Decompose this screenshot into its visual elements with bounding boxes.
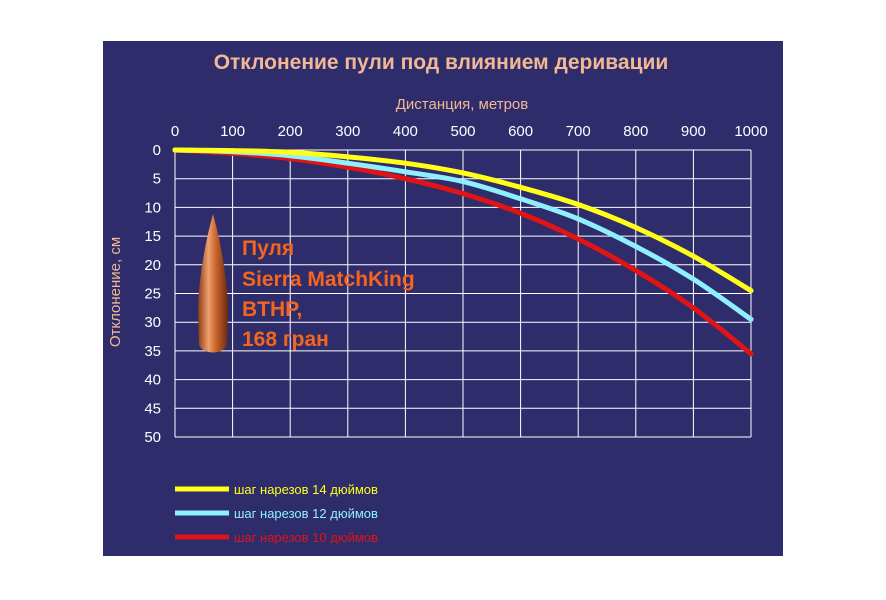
x-tick-label: 800	[623, 123, 648, 140]
y-tick-label: 10	[144, 199, 161, 216]
x-tick-labels: 0 100 200 300 400 500 600 700 800 900 1000	[171, 123, 768, 140]
data-point	[633, 268, 639, 274]
x-tick-label: 500	[450, 123, 475, 140]
data-point	[345, 164, 351, 170]
data-point	[748, 316, 754, 322]
series-line	[172, 147, 754, 357]
data-point	[690, 305, 696, 311]
data-point	[402, 169, 408, 175]
data-point	[748, 288, 754, 294]
data-point	[690, 253, 696, 259]
data-point	[172, 147, 178, 153]
data-point	[633, 224, 639, 230]
derivation-chart: Отклонение пули под влиянием деривации Д…	[107, 51, 768, 545]
data-point	[402, 176, 408, 182]
x-tick-label: 200	[278, 123, 303, 140]
y-tick-label: 50	[144, 429, 161, 446]
data-point	[575, 236, 581, 242]
annotation-line-2: Sierra MatchKing	[242, 268, 415, 291]
annotation-line-1: Пуля	[242, 237, 294, 260]
legend: шаг нарезов 14 дюймов шаг нарезов 12 дюйм…	[175, 482, 378, 545]
x-tick-label: 100	[220, 123, 245, 140]
x-tick-label: 900	[681, 123, 706, 140]
y-tick-label: 35	[144, 343, 161, 360]
legend-label: шаг нарезов 14 дюймов	[234, 482, 378, 497]
x-tick-label: 700	[566, 123, 591, 140]
x-tick-label: 1000	[734, 123, 767, 140]
y-tick-label: 5	[153, 171, 161, 188]
data-point	[575, 202, 581, 208]
data-point	[230, 148, 236, 154]
data-point	[345, 160, 351, 166]
x-axis-label: Дистанция, метров	[396, 96, 529, 113]
annotation-line-4: 168 гран	[242, 328, 329, 351]
data-point	[460, 179, 466, 185]
y-tick-labels: 0 5 10 15 20 25 30 35 40 45 50	[144, 142, 161, 446]
data-point	[518, 196, 524, 202]
legend-label: шаг нарезов 12 дюймов	[234, 506, 378, 521]
chart-panel: Отклонение пули под влиянием деривации Д…	[103, 41, 783, 556]
x-tick-label: 0	[171, 123, 179, 140]
y-tick-label: 30	[144, 314, 161, 331]
bullet-annotation: Пуля Sierra MatchKing BTHP, 168 гран	[242, 237, 415, 351]
y-tick-label: 25	[144, 286, 161, 303]
legend-label: шаг нарезов 10 дюймов	[234, 530, 378, 545]
y-tick-label: 45	[144, 400, 161, 417]
series-lines	[172, 147, 754, 357]
y-axis-label: Отклонение, см	[107, 237, 124, 347]
data-point	[287, 149, 293, 155]
data-point	[460, 191, 466, 197]
x-tick-label: 300	[335, 123, 360, 140]
data-point	[748, 351, 754, 357]
annotation-line-3: BTHP,	[242, 298, 302, 321]
bullet-icon	[198, 214, 228, 353]
data-point	[402, 160, 408, 166]
y-tick-label: 40	[144, 372, 161, 389]
data-point	[518, 210, 524, 216]
y-tick-label: 20	[144, 257, 161, 274]
y-tick-label: 0	[153, 142, 161, 159]
y-tick-label: 15	[144, 228, 161, 245]
data-point	[575, 216, 581, 222]
data-point	[345, 154, 351, 160]
data-point	[460, 170, 466, 176]
x-tick-label: 600	[508, 123, 533, 140]
chart-title: Отклонение пули под влиянием деривации	[214, 51, 669, 74]
data-point	[518, 184, 524, 190]
x-tick-label: 400	[393, 123, 418, 140]
data-point	[633, 243, 639, 249]
data-point	[690, 276, 696, 282]
